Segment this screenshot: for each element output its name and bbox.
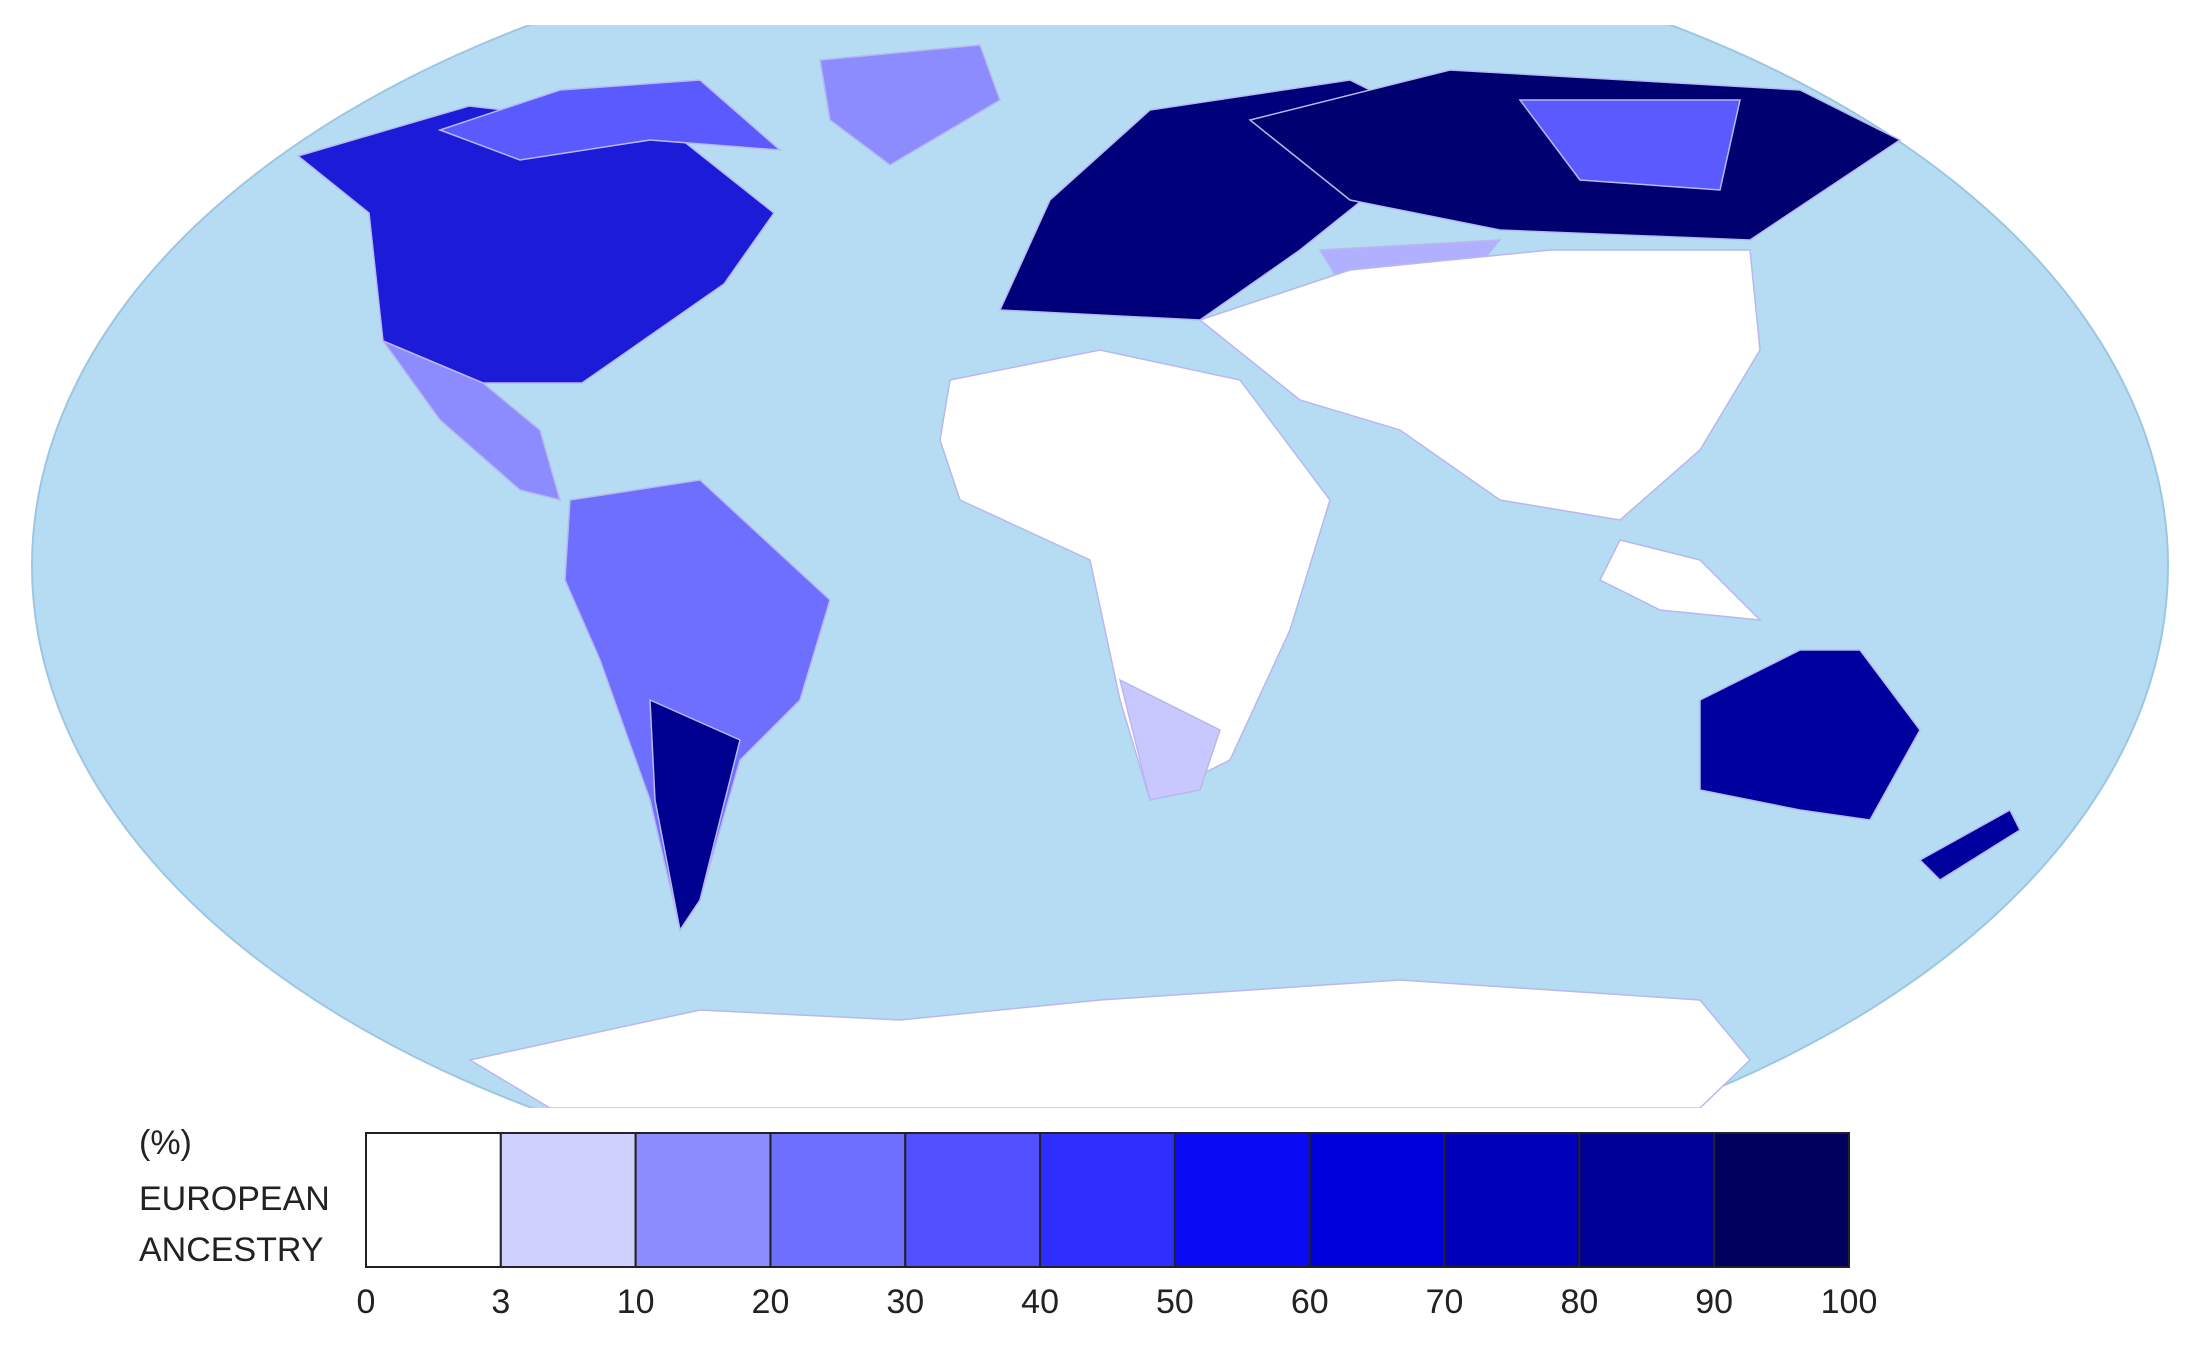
legend-swatch xyxy=(1713,1132,1850,1268)
legend-tick-label: 10 xyxy=(617,1283,655,1321)
legend-swatch xyxy=(499,1132,637,1268)
legend-swatch xyxy=(1308,1132,1446,1268)
legend-tick-label: 100 xyxy=(1821,1283,1878,1321)
legend-tick-label: 40 xyxy=(1021,1283,1059,1321)
legend-swatch xyxy=(1578,1132,1716,1268)
legend-tick-label: 90 xyxy=(1695,1283,1733,1321)
legend-label: ANCESTRY xyxy=(139,1231,324,1269)
legend-swatch xyxy=(634,1132,772,1268)
legend: (%) EUROPEAN ANCESTRY 0 3 10 20 30 40 50 60 70 80… xyxy=(139,1124,1877,1321)
legend-swatch xyxy=(1173,1132,1311,1268)
legend-swatch xyxy=(1039,1132,1176,1268)
legend-swatch xyxy=(904,1132,1042,1268)
world-map xyxy=(31,25,2169,1108)
australia xyxy=(1699,649,1921,821)
legend-label: EUROPEAN xyxy=(139,1180,330,1218)
siberia xyxy=(1518,99,1741,191)
legend-swatch xyxy=(1443,1132,1581,1268)
legend-tick-label: 80 xyxy=(1560,1283,1598,1321)
southeast-asia-islands xyxy=(1598,539,1763,621)
new-zealand xyxy=(1918,808,2021,881)
legend-tick-label: 30 xyxy=(886,1283,924,1321)
antarctica xyxy=(467,979,1752,1108)
southern-cone xyxy=(649,698,741,932)
legend-tick-label: 0 xyxy=(357,1283,376,1321)
legend-title: (%) xyxy=(139,1124,192,1162)
legend-swatch xyxy=(769,1132,907,1268)
central-america xyxy=(380,339,562,502)
legend-tick-label: 20 xyxy=(752,1283,790,1321)
legend-tick-label: 70 xyxy=(1426,1283,1464,1321)
asia xyxy=(1198,249,1761,521)
southern-africa xyxy=(1118,678,1221,801)
legend-tick-label: 3 xyxy=(491,1283,510,1321)
legend-tick-label: 50 xyxy=(1156,1283,1194,1321)
legend-tick-label: 60 xyxy=(1291,1283,1329,1321)
greenland xyxy=(819,44,1001,166)
legend-swatch xyxy=(365,1132,502,1268)
northern-canada xyxy=(437,79,783,161)
